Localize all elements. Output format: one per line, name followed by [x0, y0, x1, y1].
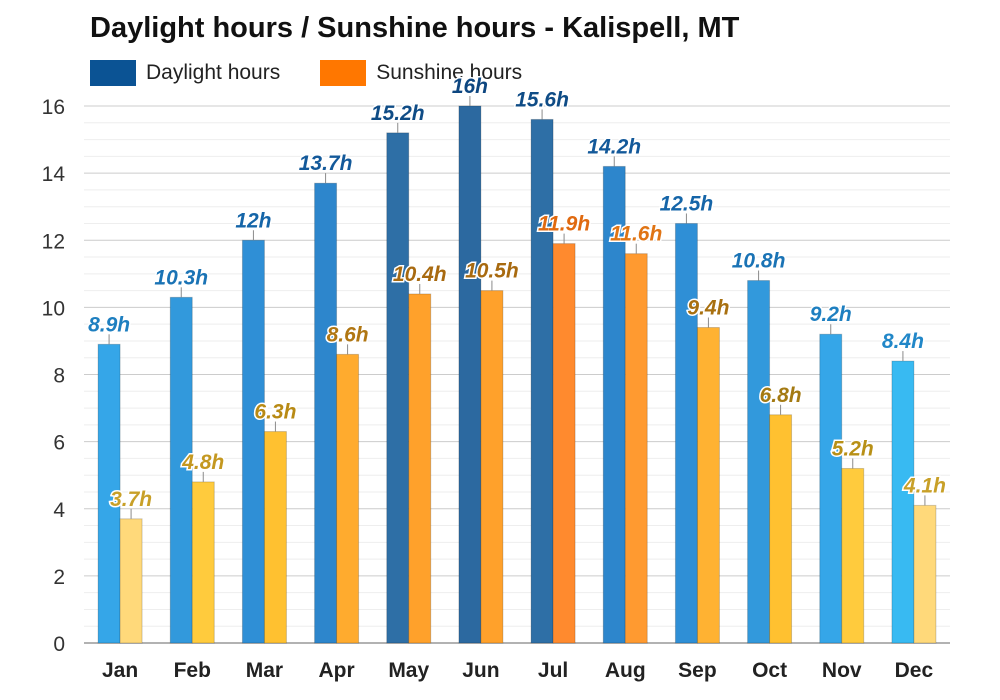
sunshine-bar [263, 431, 287, 644]
daylight-bar [530, 118, 554, 644]
y-tick-label: 0 [53, 633, 65, 656]
daylight-data-label: 12h [235, 209, 271, 232]
x-tick-label: Sep [678, 659, 717, 682]
chart-legend: Daylight hours Sunshine hours [90, 60, 562, 86]
sunshine-data-label: 4.8h [181, 451, 224, 474]
y-tick-label: 4 [53, 499, 65, 522]
daylight-data-label: 16h [452, 75, 488, 98]
x-tick-label: Jun [462, 659, 499, 682]
daylight-data-label: 8.9h [88, 313, 130, 336]
x-tick-label: Feb [174, 659, 211, 682]
sunshine-data-label: 6.3h [254, 401, 296, 424]
legend-item-daylight[interactable]: Daylight hours [90, 60, 280, 86]
sunshine-bar [408, 293, 432, 644]
x-tick-label: Jan [102, 659, 138, 682]
legend-item-sunshine[interactable]: Sunshine hours [320, 60, 522, 86]
sunshine-data-label: 5.2h [832, 437, 874, 460]
sunshine-bar [191, 481, 215, 644]
y-tick-label: 8 [53, 365, 65, 388]
x-tick-label: May [388, 659, 429, 682]
sunshine-bar [336, 353, 360, 644]
sunshine-bar [624, 253, 648, 644]
y-tick-label: 10 [42, 297, 65, 320]
sunshine-bar [552, 243, 576, 644]
daylight-data-label: 12.5h [660, 192, 714, 215]
daylight-bar [386, 132, 410, 644]
daylight-bar [241, 239, 265, 644]
x-tick-label: Mar [246, 659, 283, 682]
daylight-bar [314, 182, 338, 644]
legend-swatch-daylight [90, 60, 136, 86]
y-tick-label: 6 [53, 432, 65, 455]
legend-label-sunshine: Sunshine hours [376, 61, 523, 84]
legend-swatch-sunshine [320, 60, 367, 86]
sunshine-bar [480, 290, 504, 644]
x-tick-label: Oct [752, 659, 787, 682]
sunshine-bar [769, 414, 793, 644]
daylight-bar [674, 222, 698, 644]
sunshine-bar [696, 327, 720, 644]
daylight-data-label: 9.2h [810, 303, 852, 326]
x-tick-label: Jul [538, 659, 568, 682]
daylight-data-label: 13.7h [299, 152, 353, 175]
sunshine-data-label: 6.8h [760, 384, 802, 407]
sunshine-data-label: 4.1h [903, 474, 946, 497]
daylight-data-label: 14.2h [587, 135, 641, 158]
sunshine-bar [913, 504, 937, 644]
sunshine-data-label: 10.4h [393, 263, 447, 286]
daylight-data-label: 10.3h [154, 266, 208, 289]
sunshine-bar [119, 518, 143, 644]
x-tick-label: Aug [605, 659, 646, 682]
sunshine-data-label: 3.7h [110, 488, 152, 511]
sunshine-bar [841, 467, 865, 644]
x-tick-label: Apr [318, 659, 354, 682]
daylight-bar [458, 105, 482, 644]
legend-label-daylight: Daylight hours [146, 61, 281, 84]
sunshine-data-label: 9.4h [687, 297, 729, 320]
daylight-bar [891, 360, 915, 644]
daylight-data-label: 10.8h [732, 250, 786, 273]
daylight-bar [819, 333, 843, 644]
x-tick-label: Nov [822, 659, 862, 682]
daylight-data-label: 15.2h [371, 102, 425, 125]
daylight-data-label: 8.4h [882, 330, 924, 353]
sunshine-data-label: 11.6h [610, 223, 662, 246]
chart-title: Daylight hours / Sunshine hours - Kalisp… [90, 12, 740, 44]
daylight-bar [747, 280, 771, 644]
x-tick-label: Dec [895, 659, 934, 682]
y-tick-label: 2 [53, 566, 65, 589]
y-tick-label: 14 [42, 163, 66, 186]
daylight-data-label: 15.6h [515, 88, 569, 111]
y-tick-label: 12 [42, 230, 65, 253]
sunshine-data-label: 11.9h [538, 213, 590, 236]
y-tick-label: 16 [42, 96, 65, 119]
sunshine-data-label: 10.5h [465, 260, 519, 283]
sunshine-data-label: 8.6h [327, 323, 369, 346]
